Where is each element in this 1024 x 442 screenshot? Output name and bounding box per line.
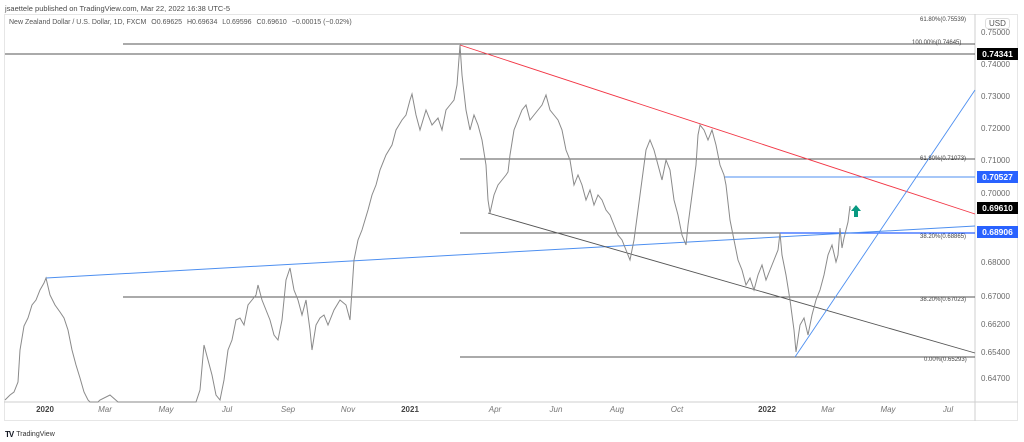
ohlc-high: H0.69634 (186, 19, 218, 26)
price-axis-label: 0.68000 (981, 258, 1010, 267)
price-axis-label: 0.73000 (981, 92, 1010, 101)
symbol-legend: New Zealand Dollar / U.S. Dollar, 1D, FX… (9, 19, 355, 26)
time-axis-label: Apr (488, 405, 502, 414)
fib-label: 38.20%(0.67023) (920, 297, 967, 303)
fib-label: 0.00%(0.65293) (924, 357, 967, 363)
time-axis-label: Jul (221, 405, 233, 414)
price-tag: 0.74341 (977, 48, 1018, 60)
time-axis-label: Sep (280, 405, 296, 414)
price-axis-label: 0.71000 (981, 156, 1010, 165)
fib-label: 61.80%(0.75539) (920, 17, 967, 23)
fib-label: 38.20%(0.68865) (920, 234, 967, 240)
trend-lines[interactable] (45, 44, 976, 358)
chart-frame (4, 14, 1018, 421)
fib-label: 100.00%(0.74645) (912, 40, 962, 46)
price-axis-label: 0.72000 (981, 124, 1010, 133)
ohlc-change: −0.00015 (−0.02%) (291, 19, 352, 26)
horizontal-levels[interactable] (5, 43, 975, 358)
trend-line[interactable] (459, 44, 976, 215)
time-axis-label: Jun (549, 405, 563, 414)
tradingview-brand: TV TradingView (5, 430, 55, 439)
time-axis-label: Mar (98, 405, 112, 414)
price-axis-label: 0.75000 (981, 28, 1010, 37)
time-axis-label: Mar (821, 405, 835, 414)
ohlc-close: C0.69610 (256, 19, 287, 26)
symbol-name: New Zealand Dollar / U.S. Dollar, 1D, FX… (9, 19, 147, 26)
price-axis-label: 0.70000 (981, 189, 1010, 198)
price-axis-label: 0.64700 (981, 374, 1010, 383)
price-tag: 0.70527 (977, 171, 1018, 183)
price-series (4, 44, 851, 403)
price-axis-label: 0.74000 (981, 60, 1010, 69)
price-axis-label: 0.65400 (981, 348, 1010, 357)
publisher-info: jsaettele published on TradingView.com, … (5, 4, 230, 13)
time-axis-label: Jul (942, 405, 954, 414)
price-axis-label: 0.67000 (981, 292, 1010, 301)
trend-line[interactable] (45, 225, 976, 279)
time-axis-label: Nov (340, 405, 356, 414)
brand-name: TradingView (16, 431, 55, 438)
ohlc-open: O0.69625 (151, 19, 183, 26)
ohlc-low: L0.69596 (222, 19, 252, 26)
time-axis-label: 2020 (36, 405, 54, 414)
up-arrow-icon (851, 205, 861, 217)
trend-line[interactable] (794, 89, 976, 358)
time-axis-label: May (880, 405, 896, 414)
time-axis-label: Oct (670, 405, 684, 414)
currency-button[interactable]: USD (985, 18, 1010, 29)
time-axis-label: 2021 (401, 405, 419, 414)
tradingview-logo-icon: TV (5, 430, 14, 439)
price-tag: 0.69610 (977, 202, 1018, 214)
price-axis-label: 0.66200 (981, 320, 1010, 329)
trend-line[interactable] (487, 212, 976, 354)
time-axis-label: Aug (609, 405, 625, 414)
fib-label: 61.80%(0.71073) (920, 156, 967, 162)
price-tag: 0.68906 (977, 226, 1018, 238)
time-axis-label: May (158, 405, 174, 414)
time-axis-label: 2022 (758, 405, 776, 414)
